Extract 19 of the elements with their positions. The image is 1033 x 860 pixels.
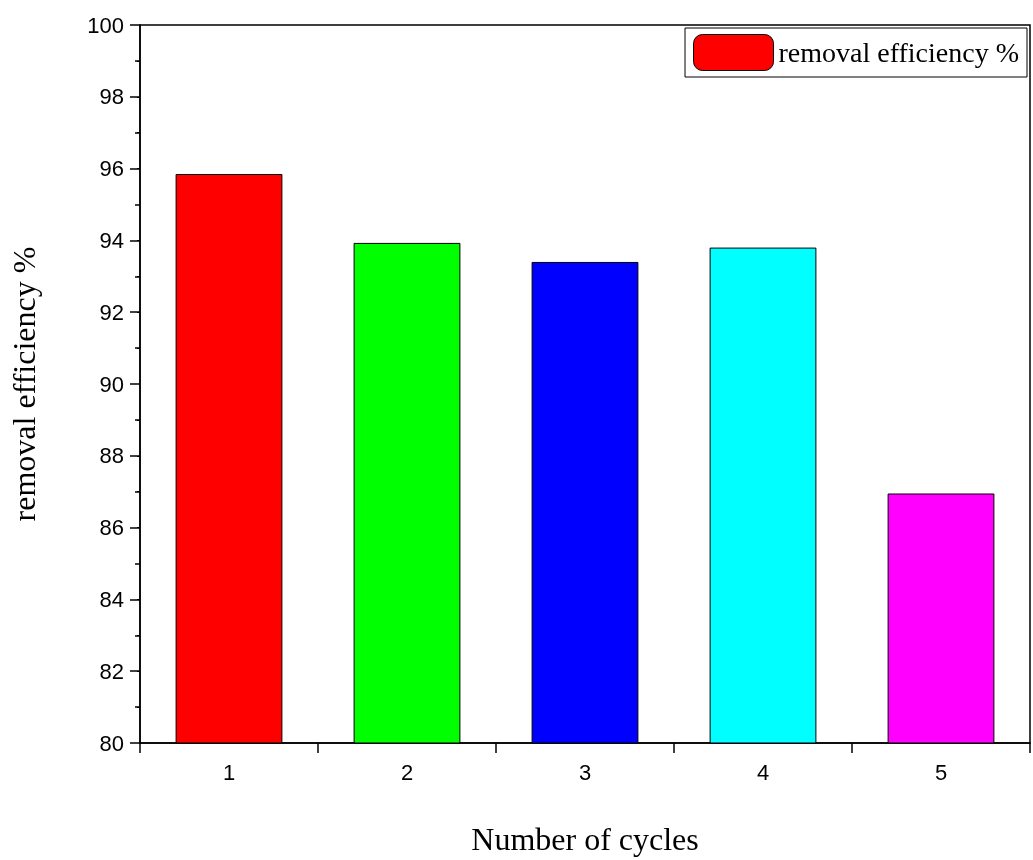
y-tick-label: 94	[99, 227, 124, 253]
y-tick-label: 82	[99, 658, 124, 684]
y-axis-title: removal efficiency %	[6, 246, 42, 522]
x-tick-label: 4	[756, 759, 770, 785]
y-tick-label: 86	[99, 515, 124, 541]
legend-label: removal efficiency %	[778, 37, 1020, 68]
y-tick-label: 80	[99, 730, 124, 756]
x-tick-label: 3	[578, 759, 592, 785]
y-tick-label: 90	[99, 371, 124, 397]
y-tick-label: 88	[99, 443, 124, 469]
x-tick-label: 1	[222, 759, 236, 785]
x-tick-label: 5	[934, 759, 948, 785]
y-tick-label: 98	[99, 84, 124, 110]
x-axis-title: Number of cycles	[471, 821, 699, 857]
y-tick-label: 92	[99, 299, 124, 325]
y-tick-label: 100	[87, 12, 124, 38]
y-tick-label: 96	[99, 156, 124, 182]
y-tick-label: 84	[99, 586, 124, 612]
x-tick-label: 2	[400, 759, 414, 785]
